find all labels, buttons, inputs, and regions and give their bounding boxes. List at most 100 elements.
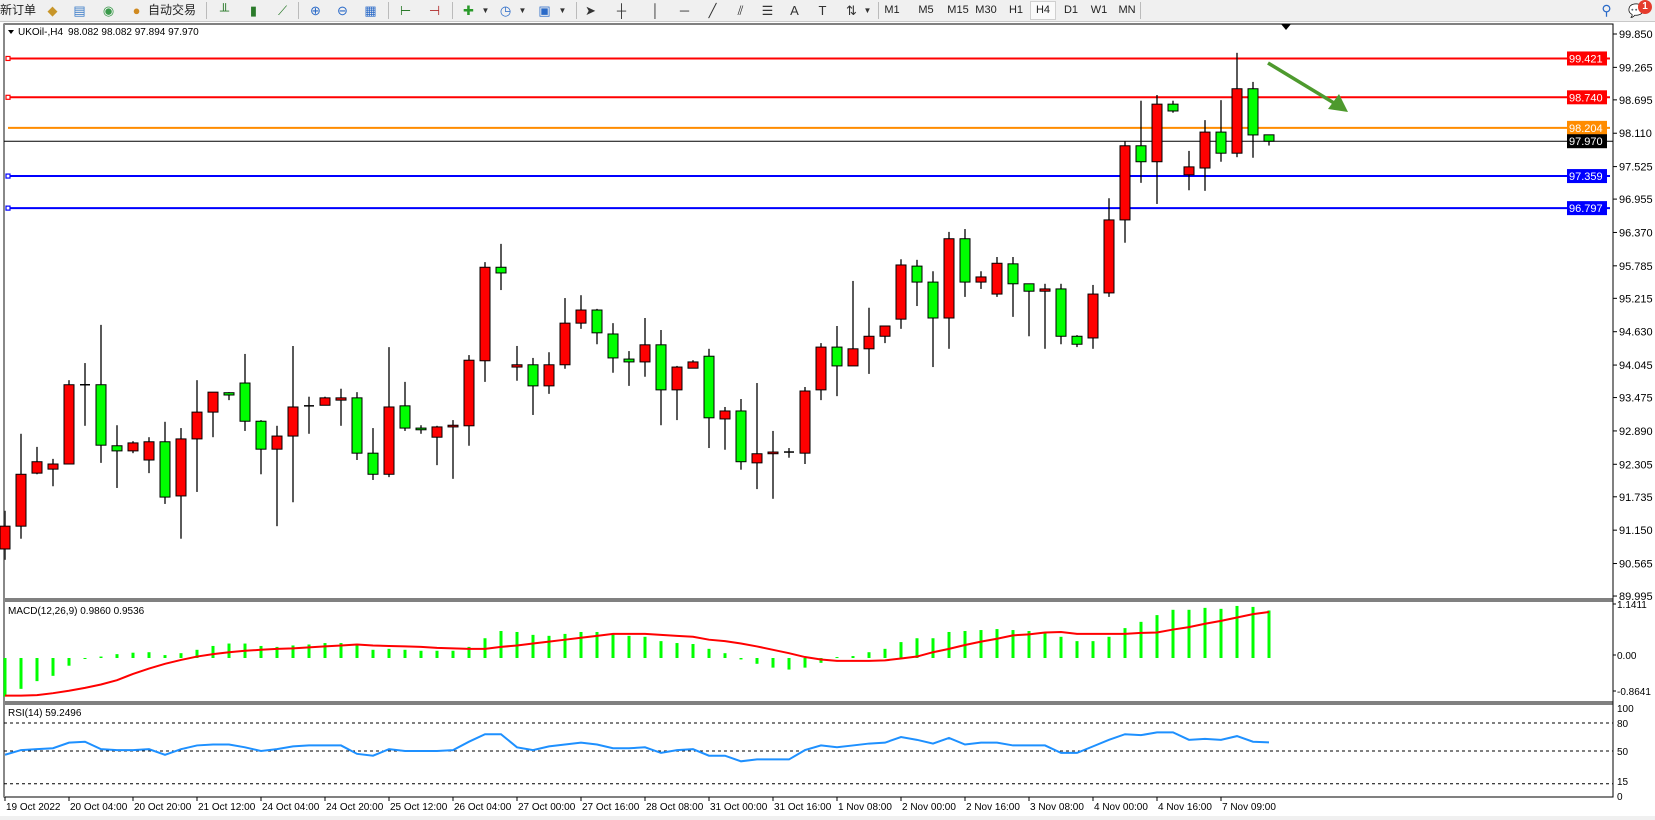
timeframe-mn[interactable]: MN xyxy=(1118,4,1136,16)
macd-histogram-bar xyxy=(595,631,599,658)
chevron-down-icon[interactable]: ▼ xyxy=(558,6,567,15)
price-label-box xyxy=(1567,201,1607,216)
line-chart-icon[interactable]: ⟋ xyxy=(277,3,288,18)
timeframe-h1[interactable]: H1 xyxy=(1008,4,1024,16)
candle-body xyxy=(591,309,603,334)
macd-axis-label: 1.1411 xyxy=(1617,600,1647,611)
macd-histogram-bar xyxy=(755,658,759,664)
candle-body xyxy=(991,262,1003,295)
rsi-title: RSI(14) 59.2496 xyxy=(8,708,82,719)
candle-body xyxy=(1135,145,1147,163)
price-axis-label: 89.995 xyxy=(1619,591,1653,603)
templates-icon[interactable]: ▣ xyxy=(538,3,551,18)
candle-body xyxy=(1231,88,1243,154)
macd-signal-line xyxy=(5,611,1270,697)
macd-axis-label: -0.8641 xyxy=(1617,687,1651,698)
timeframe-m1[interactable]: M1 xyxy=(884,4,900,16)
auto-trading-button[interactable]: 自动交易 xyxy=(148,3,197,17)
chart-shift-icon[interactable]: ⊣ xyxy=(428,3,441,18)
macd-histogram-bar xyxy=(1171,609,1175,658)
line-anchor-handle[interactable] xyxy=(5,94,11,100)
line-anchor-handle[interactable] xyxy=(5,173,11,179)
text-icon[interactable]: A xyxy=(790,3,799,18)
search-icon[interactable]: ⚲ xyxy=(1601,2,1612,18)
macd-histogram-bar xyxy=(371,649,375,658)
signals-icon[interactable]: ◉ xyxy=(102,3,115,18)
periods-icon[interactable]: ◷ xyxy=(499,3,512,18)
price-line-label: 97.359 xyxy=(1569,171,1603,183)
new-order-button[interactable]: 新订单 xyxy=(0,3,37,17)
price-axis-label: 94.045 xyxy=(1619,360,1653,372)
price-label-box xyxy=(1567,51,1607,66)
candle-body xyxy=(255,420,267,450)
market-watch-icon[interactable]: ◆ xyxy=(47,3,58,18)
price-axis-label: 91.150 xyxy=(1619,525,1653,537)
candle-body xyxy=(735,410,747,463)
time-axis-label: 27 Oct 16:00 xyxy=(582,802,640,813)
annotation-arrow-shaft[interactable] xyxy=(1267,61,1335,105)
timeframe-d1[interactable]: D1 xyxy=(1063,4,1079,16)
time-axis-label: 26 Oct 04:00 xyxy=(454,802,512,813)
candle-body xyxy=(447,424,459,428)
candle-body xyxy=(47,463,59,470)
trendline-icon[interactable]: ╱ xyxy=(708,3,717,18)
candle-body xyxy=(1167,103,1179,112)
auto-scroll-icon[interactable]: ⊢ xyxy=(399,3,412,18)
collapse-triangle-icon[interactable] xyxy=(8,30,14,34)
arrows-icon[interactable]: ⇅ xyxy=(846,3,857,18)
text-label-icon[interactable]: T xyxy=(818,3,827,18)
fibonacci-icon[interactable]: ☰ xyxy=(761,3,774,18)
candle-body xyxy=(895,264,907,320)
price-axis-label: 93.475 xyxy=(1619,393,1653,405)
chevron-down-icon[interactable]: ▼ xyxy=(518,6,527,15)
chevron-down-icon[interactable]: ▼ xyxy=(863,6,872,15)
channel-icon[interactable]: ⫽ xyxy=(737,3,744,18)
time-axis-label: 4 Nov 16:00 xyxy=(1158,802,1212,813)
price-line-label: 97.970 xyxy=(1569,136,1603,148)
candlestick-icon[interactable]: ▮ xyxy=(249,3,258,18)
time-axis-label: 2 Nov 00:00 xyxy=(902,802,956,813)
macd-histogram-bar xyxy=(1203,607,1207,658)
macd-histogram-bar xyxy=(1059,636,1063,658)
main-price-pane[interactable] xyxy=(3,23,1614,600)
macd-histogram-bar xyxy=(3,658,7,697)
candle-body xyxy=(431,426,443,438)
macd-histogram-bar xyxy=(867,652,871,658)
auto-trading-icon[interactable]: ● xyxy=(132,3,141,18)
indicators-icon[interactable]: ✚ xyxy=(463,3,474,18)
cursor-icon[interactable]: ➤ xyxy=(585,3,596,18)
zoom-out-icon[interactable]: ⊖ xyxy=(337,3,348,18)
timeframe-w1[interactable]: W1 xyxy=(1090,4,1108,16)
tile-windows-icon[interactable]: ▦ xyxy=(364,3,377,18)
timeframe-m5[interactable]: M5 xyxy=(918,4,934,16)
timeframe-h4[interactable]: H4 xyxy=(1030,1,1056,20)
crosshair-icon[interactable]: ┼ xyxy=(616,3,627,18)
chart-shift-marker-icon[interactable] xyxy=(1281,24,1291,30)
horizontal-line-icon[interactable]: ─ xyxy=(679,3,690,18)
candle-body xyxy=(31,461,43,474)
line-anchor-handle[interactable] xyxy=(5,205,11,211)
macd-histogram-bar xyxy=(947,631,951,658)
candle-body xyxy=(463,359,475,427)
line-anchor-handle[interactable] xyxy=(5,55,11,62)
data-window-icon[interactable]: ▤ xyxy=(73,3,86,18)
zoom-in-icon[interactable]: ⊕ xyxy=(310,3,321,18)
macd-histogram-bar xyxy=(707,648,711,658)
candle-body xyxy=(1055,288,1067,337)
candle-body xyxy=(1263,134,1275,142)
price-axis-label: 95.215 xyxy=(1619,293,1653,305)
candle-body xyxy=(143,441,155,461)
bar-chart-icon[interactable]: ╨ xyxy=(219,3,230,18)
timeframe-m15[interactable]: M15 xyxy=(947,4,969,16)
vertical-line-icon[interactable]: │ xyxy=(651,3,660,18)
macd-histogram-bar xyxy=(739,658,743,660)
candle-body xyxy=(767,451,779,455)
price-axis-label: 98.110 xyxy=(1619,128,1652,140)
price-axis-label: 99.265 xyxy=(1619,62,1653,74)
chevron-down-icon[interactable]: ▼ xyxy=(481,6,490,15)
rsi-pane[interactable] xyxy=(3,703,1614,798)
timeframe-m30[interactable]: M30 xyxy=(975,4,997,16)
macd-axis-label: 0.00 xyxy=(1617,651,1637,662)
annotation-arrow-head-icon[interactable] xyxy=(1328,94,1348,112)
